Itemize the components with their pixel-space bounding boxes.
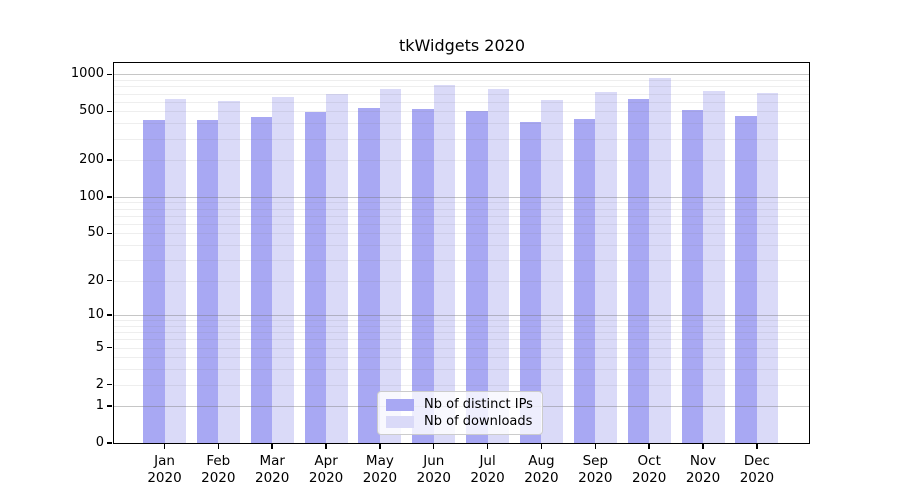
bar-nov-downloads [703, 90, 725, 444]
legend: Nb of distinct IPs Nb of downloads [377, 391, 543, 435]
x-tick-mark-aug [540, 444, 543, 449]
y-tick-mark-100 [107, 196, 112, 198]
y-tick-mark-1 [107, 405, 112, 407]
bar-aug-ips [519, 122, 542, 444]
y-tick-mark-50 [107, 232, 112, 235]
bars-layer [113, 62, 810, 444]
bar-aug-downloads [541, 99, 563, 444]
x-tick-mark-oct [648, 444, 650, 449]
bar-dec-downloads [756, 93, 779, 444]
x-tick-label-oct: Oct 2020 [632, 453, 667, 486]
legend-swatch-distinct-ips [386, 398, 414, 411]
x-tick-mark-apr [325, 444, 327, 449]
x-tick-label-jun: Jun 2020 [416, 453, 451, 486]
bar-apr-downloads [326, 93, 348, 444]
bar-feb-downloads [218, 101, 240, 444]
x-tick-mark-nov [702, 444, 704, 449]
bar-oct-ips [627, 98, 650, 444]
y-tick-mark-20 [107, 279, 112, 282]
y-tick-label-20: 20 [87, 272, 104, 288]
x-tick-mark-dec [756, 444, 758, 449]
legend-item-downloads: Nb of downloads [386, 413, 534, 430]
y-tick-label-5: 5 [95, 339, 104, 355]
y-tick-label-10: 10 [87, 307, 104, 323]
bar-mar-ips [250, 117, 273, 444]
x-tick-mark-sep [594, 444, 597, 449]
x-tick-label-feb: Feb 2020 [201, 453, 236, 486]
y-tick-mark-500 [107, 110, 112, 113]
bar-jul-downloads [487, 89, 510, 444]
legend-swatch-downloads [386, 415, 414, 428]
y-tick-label-50: 50 [87, 225, 104, 241]
y-tick-label-2: 2 [95, 376, 104, 392]
legend-item-distinct-ips: Nb of distinct IPs [386, 396, 534, 413]
bar-sep-ips [573, 118, 596, 444]
x-tick-label-jan: Jan 2020 [147, 453, 182, 486]
x-tick-mark-feb [217, 444, 220, 449]
x-tick-mark-jan [163, 444, 166, 449]
x-tick-label-sep: Sep 2020 [578, 453, 613, 486]
x-tick-label-nov: Nov 2020 [685, 453, 721, 486]
bar-feb-ips [196, 120, 219, 444]
bar-jun-downloads [433, 85, 456, 444]
y-tick-mark-200 [107, 159, 112, 161]
bar-may-ips [358, 108, 380, 444]
y-tick-mark-0 [107, 442, 112, 444]
x-tick-mark-jul [486, 444, 489, 449]
bar-apr-ips [304, 111, 327, 444]
x-tick-label-apr: Apr 2020 [308, 453, 344, 486]
legend-label-distinct-ips: Nb of distinct IPs [424, 397, 533, 412]
x-tick-label-mar: Mar 2020 [255, 453, 290, 486]
x-tick-mark-may [379, 444, 381, 449]
y-tick-label-1000: 1000 [70, 66, 104, 82]
plot-area: Nb of distinct IPs Nb of downloads 0 1 2 5 1… [71, 62, 810, 486]
bar-may-downloads [379, 89, 402, 444]
y-tick-label-100: 100 [79, 188, 104, 204]
y-tick-label-500: 500 [79, 103, 104, 119]
y-tick-label-0: 0 [95, 435, 104, 451]
legend-label-downloads: Nb of downloads [424, 414, 533, 429]
y-tick-mark-1000 [107, 73, 112, 76]
x-tick-label-dec: Dec 2020 [739, 453, 775, 486]
bar-jan-ips [143, 120, 165, 444]
bar-dec-ips [735, 116, 757, 444]
y-tick-label-1: 1 [95, 398, 104, 414]
x-tick-label-jul: Jul 2020 [470, 453, 505, 486]
y-tick-mark-2 [107, 383, 112, 386]
x-tick-mark-mar [271, 444, 273, 449]
bar-jan-downloads [164, 98, 186, 444]
bar-jul-ips [466, 110, 488, 444]
x-tick-label-aug: Aug 2020 [524, 453, 559, 486]
bar-mar-downloads [272, 97, 294, 444]
chart-title: tkWidgets 2020 [398, 36, 526, 55]
y-tick-mark-5 [107, 346, 112, 349]
x-tick-label-may: May 2020 [362, 453, 398, 486]
bar-sep-downloads [595, 91, 617, 444]
bar-jun-ips [412, 109, 434, 444]
bar-oct-downloads [649, 77, 671, 444]
x-tick-mark-jun [432, 444, 435, 449]
bar-nov-ips [681, 110, 703, 444]
y-tick-label-200: 200 [79, 152, 104, 168]
y-tick-mark-10 [107, 314, 112, 316]
